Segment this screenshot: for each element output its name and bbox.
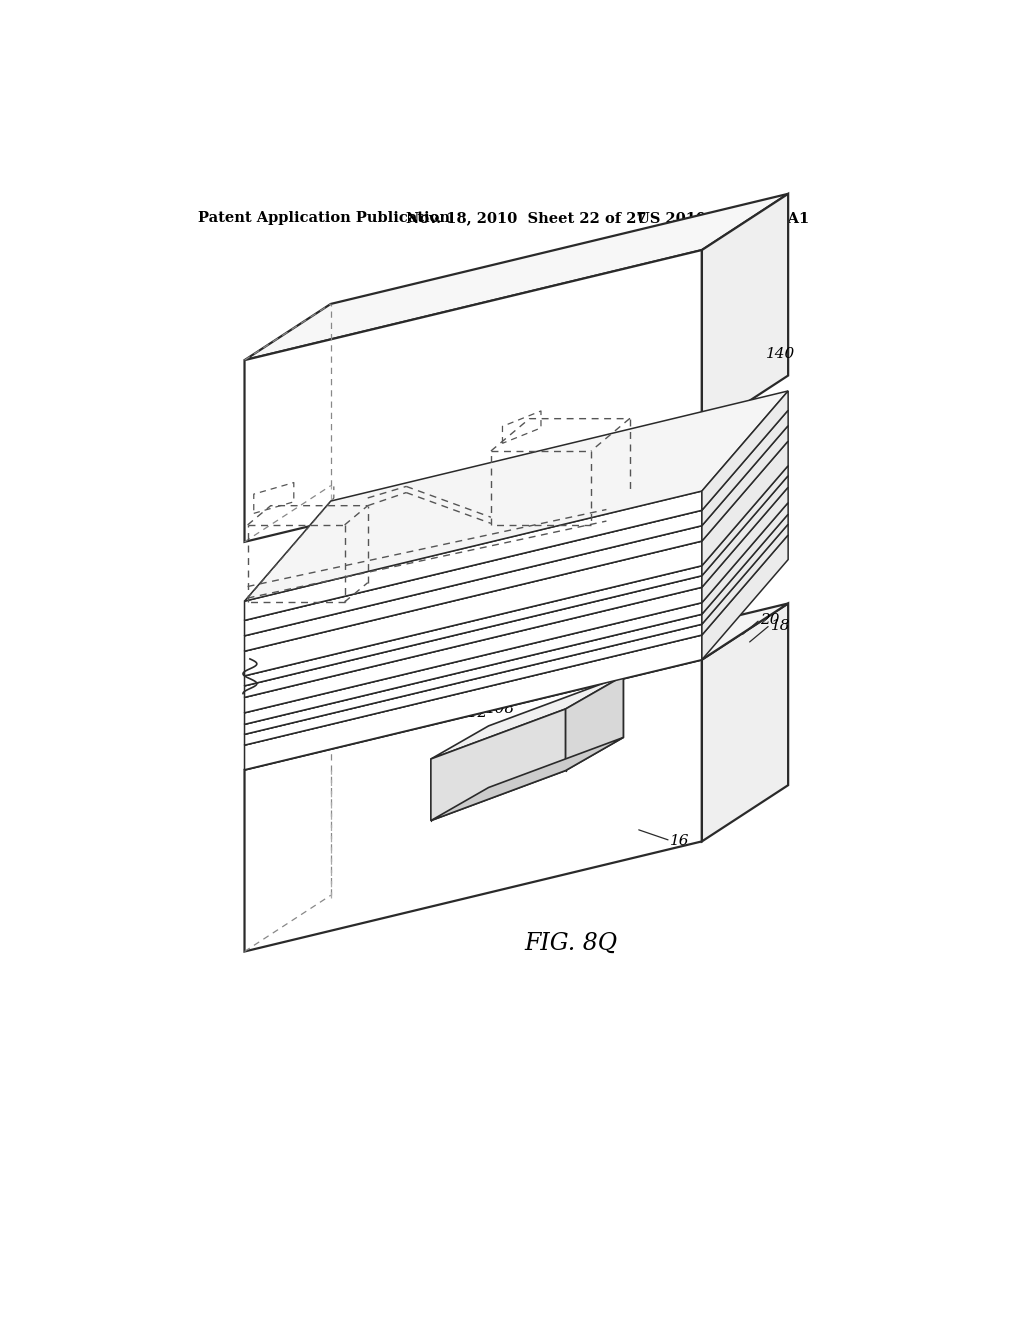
Polygon shape xyxy=(701,487,788,603)
Polygon shape xyxy=(701,411,788,525)
Text: Patent Application Publication: Patent Application Publication xyxy=(199,211,451,226)
Polygon shape xyxy=(245,466,788,676)
Polygon shape xyxy=(245,603,701,725)
Polygon shape xyxy=(245,441,788,651)
Polygon shape xyxy=(431,738,624,821)
Polygon shape xyxy=(245,603,788,770)
Polygon shape xyxy=(431,709,565,821)
Polygon shape xyxy=(245,624,701,744)
Polygon shape xyxy=(701,535,788,660)
Polygon shape xyxy=(245,511,701,636)
Polygon shape xyxy=(245,535,788,744)
Text: 18: 18 xyxy=(771,619,791,632)
Polygon shape xyxy=(245,614,701,734)
Polygon shape xyxy=(701,425,788,541)
Polygon shape xyxy=(701,475,788,587)
Text: US 2010/0289855 A1: US 2010/0289855 A1 xyxy=(637,211,809,226)
Polygon shape xyxy=(245,503,788,713)
Polygon shape xyxy=(431,676,624,759)
Text: 16: 16 xyxy=(670,834,689,849)
Text: 140: 140 xyxy=(766,347,795,360)
Polygon shape xyxy=(701,524,788,635)
Polygon shape xyxy=(701,503,788,614)
Text: Nov. 18, 2010  Sheet 22 of 27: Nov. 18, 2010 Sheet 22 of 27 xyxy=(407,211,647,226)
Polygon shape xyxy=(245,487,788,697)
Polygon shape xyxy=(701,194,788,432)
Polygon shape xyxy=(245,194,788,360)
Polygon shape xyxy=(245,576,701,697)
Text: 20: 20 xyxy=(760,612,779,627)
Text: 120: 120 xyxy=(425,710,454,723)
Polygon shape xyxy=(245,491,701,620)
Polygon shape xyxy=(245,515,788,725)
Polygon shape xyxy=(245,587,701,713)
Polygon shape xyxy=(245,475,788,686)
Polygon shape xyxy=(245,391,788,601)
Polygon shape xyxy=(245,635,701,770)
Polygon shape xyxy=(701,391,788,511)
Polygon shape xyxy=(565,676,624,771)
Polygon shape xyxy=(245,411,788,620)
Polygon shape xyxy=(701,441,788,566)
Text: FIG. 8Q: FIG. 8Q xyxy=(524,932,617,956)
Text: 112: 112 xyxy=(460,706,488,719)
Polygon shape xyxy=(701,603,788,841)
Text: 108: 108 xyxy=(486,702,515,715)
Polygon shape xyxy=(245,660,701,952)
Polygon shape xyxy=(245,249,701,543)
Polygon shape xyxy=(701,515,788,624)
Polygon shape xyxy=(245,541,701,676)
Polygon shape xyxy=(245,425,788,636)
Polygon shape xyxy=(245,524,788,734)
Polygon shape xyxy=(245,525,701,651)
Text: 102: 102 xyxy=(255,690,285,705)
Polygon shape xyxy=(701,466,788,576)
Polygon shape xyxy=(245,566,701,686)
